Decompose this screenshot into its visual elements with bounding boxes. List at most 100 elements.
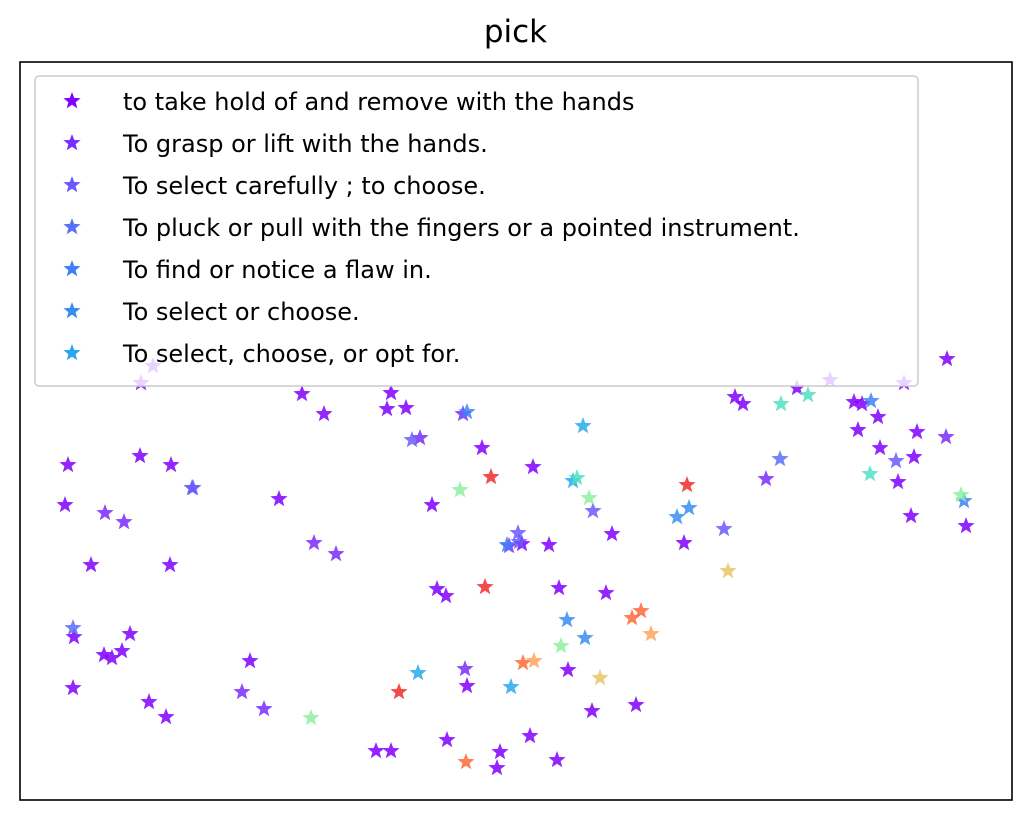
point-s0-5 <box>113 642 131 659</box>
point-s0-32 <box>548 751 566 768</box>
point-s2-2 <box>403 431 421 448</box>
point-s0-31 <box>521 727 539 744</box>
point-s11-4 <box>952 486 970 503</box>
chart-title: pick <box>483 14 548 50</box>
point-s0-23 <box>423 496 441 513</box>
point-s0-52 <box>889 473 907 490</box>
point-s2-3 <box>509 524 527 541</box>
point-s0-57 <box>938 350 956 367</box>
point-s11-0 <box>302 709 320 726</box>
legend-label-3: To pluck or pull with the fingers or a p… <box>122 214 800 242</box>
point-s2-5 <box>584 502 602 519</box>
legend-label-1: To grasp or lift with the hands. <box>122 130 488 158</box>
point-s11-1 <box>451 481 469 498</box>
legend-marker-6 <box>63 344 81 361</box>
point-s1-1 <box>96 504 114 521</box>
point-s0-38 <box>583 702 601 719</box>
point-s1-7 <box>456 660 474 677</box>
legend-label-5: To select or choose. <box>122 298 360 326</box>
point-s6-1 <box>502 678 520 695</box>
point-s0-42 <box>675 534 693 551</box>
point-s0-13 <box>131 447 149 464</box>
point-s0-44 <box>734 395 752 412</box>
point-s0-45 <box>788 379 806 396</box>
legend-box <box>34 75 919 387</box>
point-s10-0 <box>719 562 737 579</box>
point-s0-54 <box>905 448 923 465</box>
point-s8-2 <box>632 602 650 619</box>
point-s0-30 <box>491 743 509 760</box>
point-s9-1 <box>525 652 543 669</box>
point-s0-41 <box>627 696 645 713</box>
point-s1-4 <box>255 700 273 717</box>
point-s0-19 <box>315 405 333 422</box>
legend-marker-1 <box>63 134 81 151</box>
point-s0-27 <box>458 677 476 694</box>
point-s0-24 <box>428 580 446 597</box>
point-s0-8 <box>65 628 83 645</box>
point-s10-1 <box>591 669 609 686</box>
point-s0-6 <box>121 625 139 642</box>
point-s0-51 <box>871 439 889 456</box>
point-s1-3 <box>305 534 323 551</box>
point-s1-10 <box>937 428 955 445</box>
point-s7-2 <box>390 683 408 700</box>
point-s2-6 <box>715 520 733 537</box>
point-s1-11 <box>454 405 472 422</box>
point-s2-7 <box>887 452 905 469</box>
point-s12-0 <box>861 465 879 482</box>
point-s0-9 <box>140 693 158 710</box>
point-s3-0 <box>771 450 789 467</box>
legend-label-2: To select carefully ; to choose. <box>122 172 486 200</box>
legend-label-6: To select, choose, or opt for. <box>122 340 460 368</box>
legend-marker-2 <box>63 176 81 193</box>
point-s6-0 <box>574 417 592 434</box>
point-s8-0 <box>457 753 475 770</box>
point-s1-0 <box>115 513 133 530</box>
point-s2-1 <box>184 479 202 496</box>
point-s0-20 <box>378 400 396 417</box>
legend-marker-3 <box>63 218 81 235</box>
point-s1-6 <box>411 429 429 446</box>
point-s0-2 <box>82 556 100 573</box>
point-s0-16 <box>241 652 259 669</box>
point-s0-33 <box>540 536 558 553</box>
point-s0-17 <box>270 490 288 507</box>
point-s0-3 <box>95 646 113 663</box>
point-s0-29 <box>488 759 506 776</box>
data-points <box>56 350 975 776</box>
point-s0-22 <box>382 384 400 401</box>
point-s1-5 <box>233 683 251 700</box>
point-s7-0 <box>482 468 500 485</box>
point-s4-2 <box>458 403 476 420</box>
point-s9-0 <box>642 625 660 642</box>
point-s0-47 <box>845 393 863 410</box>
point-s1-2 <box>327 545 345 562</box>
point-s8-1 <box>514 654 532 671</box>
point-s0-26 <box>438 731 456 748</box>
point-s11-3 <box>552 637 570 654</box>
legend: to take hold of and remove with the hand… <box>34 75 919 387</box>
point-s0-60 <box>382 742 400 759</box>
point-s0-12 <box>162 456 180 473</box>
point-s0-55 <box>908 423 926 440</box>
point-s5-1 <box>668 508 686 525</box>
point-s7-3 <box>678 476 696 493</box>
point-s0-59 <box>367 742 385 759</box>
point-s0-18 <box>293 385 311 402</box>
point-s4-3 <box>498 536 516 553</box>
point-s0-34 <box>524 458 542 475</box>
point-s5-2 <box>680 499 698 516</box>
legend-marker-5 <box>63 302 81 319</box>
point-s5-0 <box>576 629 594 646</box>
point-s0-10 <box>157 708 175 725</box>
point-s7-1 <box>476 578 494 595</box>
point-s4-0 <box>862 392 880 409</box>
point-s12-3 <box>568 469 586 486</box>
point-s3-1 <box>64 619 82 636</box>
point-s0-28 <box>473 439 491 456</box>
point-s0-37 <box>550 579 568 596</box>
point-s6-2 <box>409 664 427 681</box>
point-s5-3 <box>558 611 576 628</box>
